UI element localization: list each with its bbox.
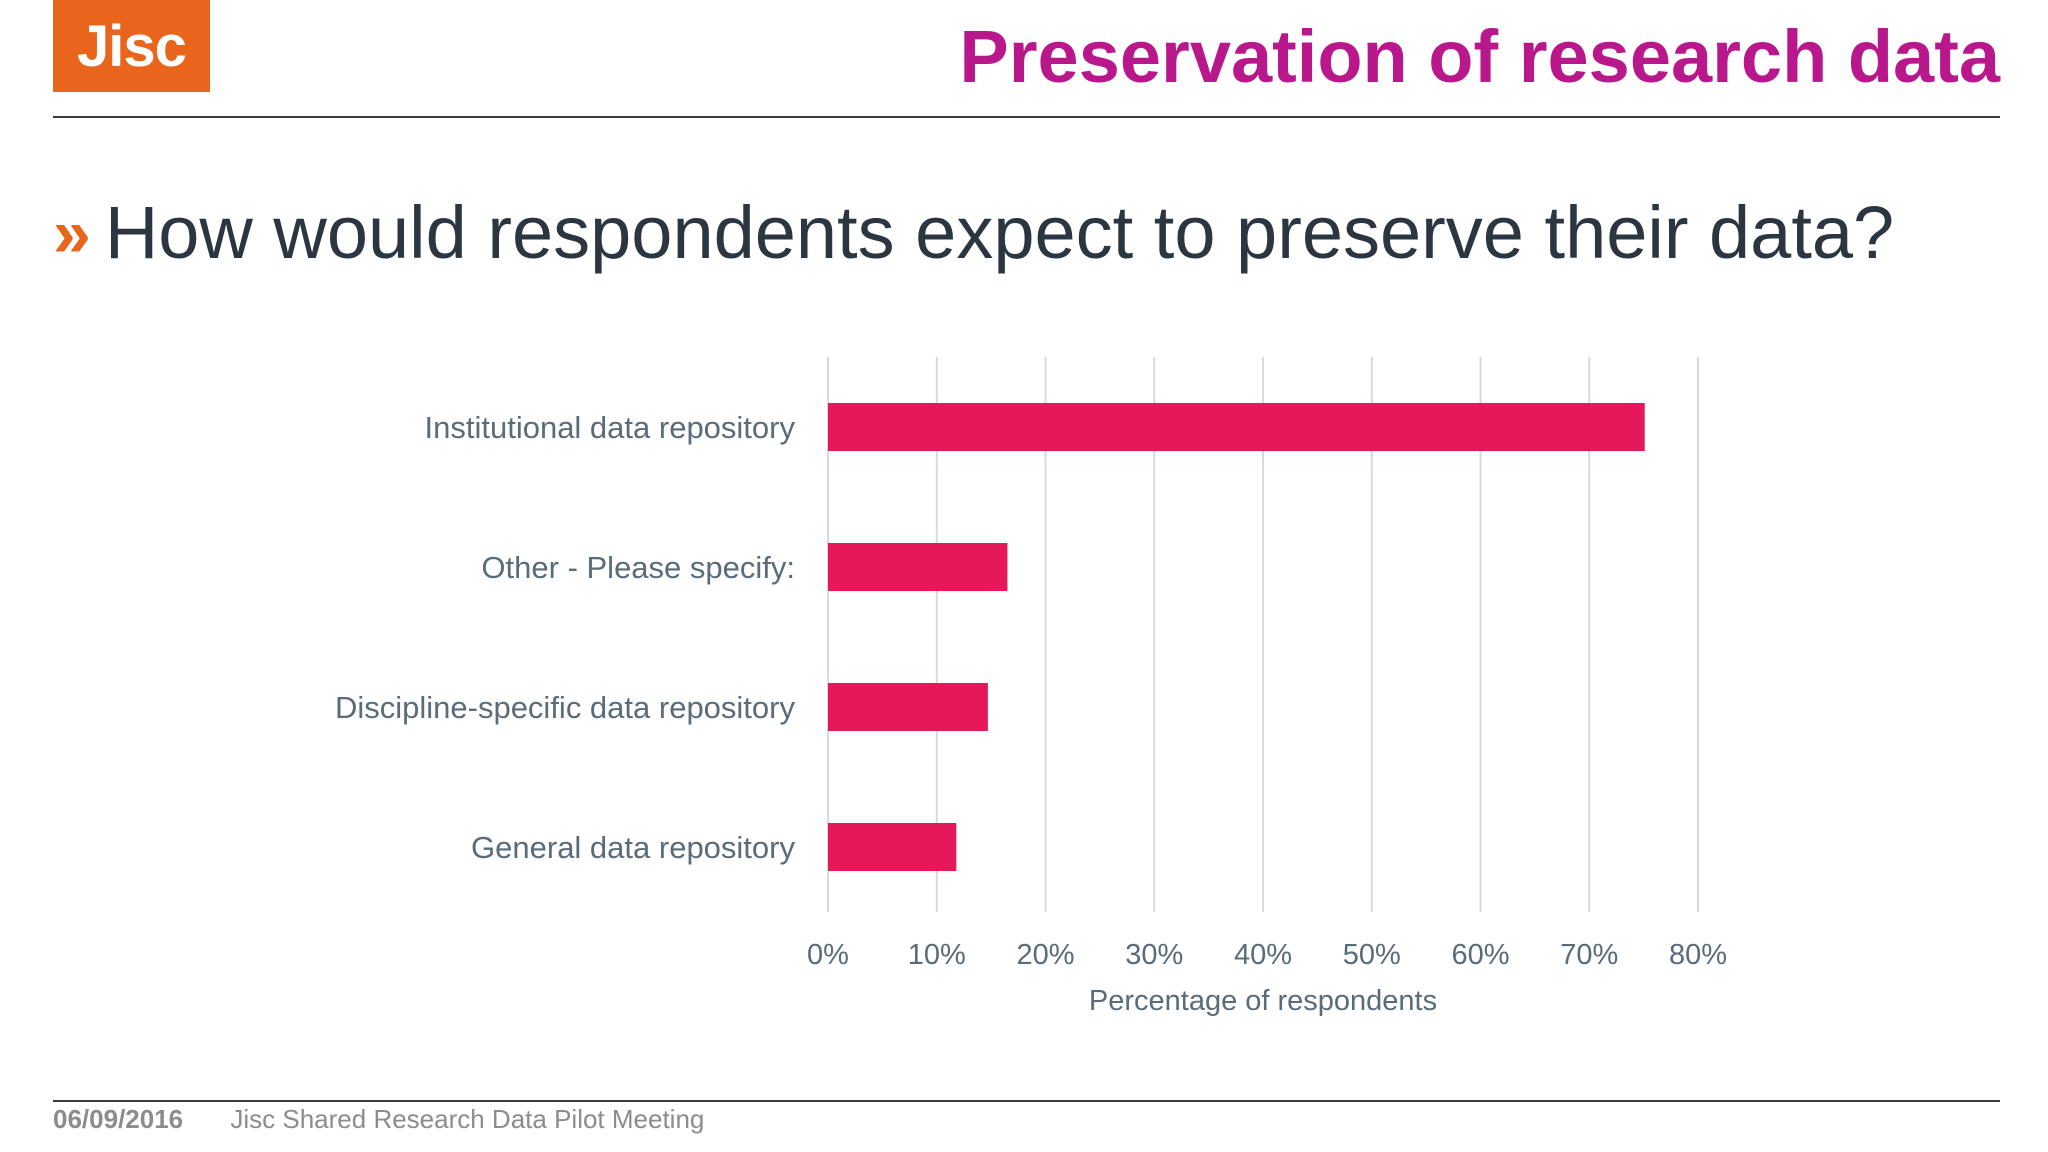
jisc-logo: Jisc	[53, 0, 210, 92]
bar	[828, 683, 988, 731]
x-tick-label: 30%	[1125, 939, 1183, 971]
x-tick-label: 70%	[1560, 939, 1618, 971]
x-tick-label: 40%	[1234, 939, 1292, 971]
header-divider	[53, 116, 2000, 118]
footer: 06/09/2016 Jisc Shared Research Data Pil…	[53, 1104, 704, 1135]
bar	[828, 543, 1008, 591]
chart-category-labels: Institutional data repository Other - Ple…	[335, 410, 796, 865]
category-label: Institutional data repository	[425, 410, 796, 445]
bar	[828, 823, 957, 871]
double-chevron-right-icon: »	[53, 195, 91, 271]
category-label: General data repository	[471, 830, 795, 865]
x-axis-label: Percentage of respondents	[1089, 985, 1437, 1017]
bar	[828, 403, 1645, 451]
chart-bars	[828, 403, 1645, 871]
x-tick-label: 50%	[1343, 939, 1401, 971]
page-title: Preservation of research data	[959, 15, 2000, 98]
category-label: Discipline-specific data repository	[335, 690, 796, 725]
x-tick-label: 20%	[1016, 939, 1074, 971]
x-tick-label: 80%	[1669, 939, 1727, 971]
footer-divider	[53, 1100, 2000, 1102]
x-tick-label: 60%	[1451, 939, 1509, 971]
footer-event: Jisc Shared Research Data Pilot Meeting	[230, 1104, 705, 1134]
category-label: Other - Please specify:	[481, 550, 795, 585]
x-tick-label: 0%	[807, 939, 849, 971]
chart-tick-labels: 0% 10% 20% 30% 40% 50% 60% 70% 80%	[807, 939, 1727, 971]
question-heading: » How would respondents expect to preser…	[53, 196, 1894, 270]
footer-date: 06/09/2016	[53, 1104, 184, 1134]
question-text: How would respondents expect to preserve…	[104, 191, 1895, 274]
x-tick-label: 10%	[908, 939, 966, 971]
